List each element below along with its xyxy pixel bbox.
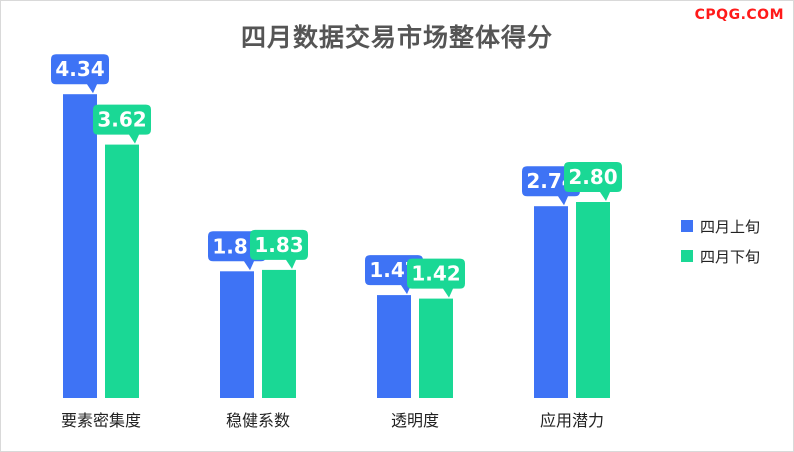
category-label: 要素密集度 — [61, 411, 141, 430]
value-label: 4.34 — [55, 57, 104, 81]
bar-upper-0 — [63, 94, 97, 398]
legend-label: 四月上旬 — [700, 218, 760, 236]
legend-label: 四月下旬 — [700, 248, 760, 266]
category-label: 透明度 — [391, 411, 439, 430]
value-callout-upper-0 — [51, 54, 109, 94]
value-label: 1.83 — [254, 233, 303, 257]
chart-title: 四月数据交易市场整体得分 — [240, 23, 553, 52]
value-label: 3.62 — [97, 108, 146, 132]
value-label: 1.42 — [411, 262, 460, 286]
bar-upper-3 — [534, 206, 568, 398]
bar-lower-2 — [419, 298, 453, 398]
bar-lower-0 — [105, 144, 139, 398]
bar-upper-2 — [377, 295, 411, 398]
value-callout-lower-2 — [407, 258, 465, 298]
legend-swatch-upper — [681, 220, 693, 232]
legend-swatch-lower — [681, 250, 693, 262]
bar-upper-1 — [220, 271, 254, 398]
category-label: 稳健系数 — [226, 411, 290, 430]
value-callout-lower-3 — [564, 162, 622, 201]
value-callout-lower-0 — [93, 104, 151, 144]
value-callout-lower-1 — [250, 229, 308, 269]
value-label: 1.81 — [212, 234, 261, 258]
value-label: 2.80 — [568, 165, 617, 189]
bar-lower-3 — [576, 202, 610, 398]
brand-watermark: CPQG.COM — [694, 7, 784, 23]
category-label: 应用潜力 — [540, 411, 604, 430]
bar-lower-1 — [262, 269, 296, 398]
